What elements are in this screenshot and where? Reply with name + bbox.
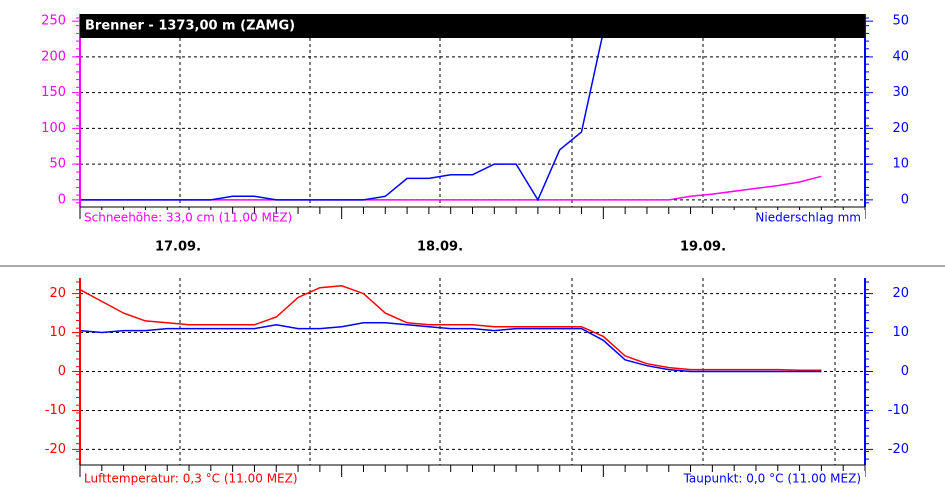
y2-tick-label: 30 [892, 85, 909, 100]
x-label: 18.09. [417, 240, 463, 255]
y-tick-label: 250 [41, 14, 66, 29]
y2-tick-label: 40 [892, 49, 909, 64]
y-tick-label: -10 [45, 403, 66, 418]
y2-tick-label: 50 [892, 14, 909, 29]
label-bg [81, 471, 231, 487]
y2-tick-label: 10 [892, 157, 909, 172]
plot-lines [80, 285, 822, 373]
series-line [80, 31, 605, 202]
label-bg [81, 210, 231, 226]
x-label: 17.09. [155, 240, 201, 255]
chart-title: Brenner - 1373,00 m (ZAMG) [85, 19, 295, 34]
y-tick-label: 100 [41, 121, 66, 136]
title-bar [80, 14, 865, 38]
y-tick-label: 150 [41, 85, 66, 100]
series-label: Schneehöhe: 33,0 cm (11.00 MEZ) [84, 211, 292, 225]
y-tick-label: -20 [45, 442, 66, 457]
y-tick-label: 0 [58, 192, 66, 207]
y-tick-label: 200 [41, 49, 66, 64]
label-bg [715, 210, 865, 226]
label-bg [715, 471, 865, 487]
series-label: Taupunkt: 0,0 °C (11.00 MEZ) [683, 472, 861, 486]
y2-tick-label: 10 [892, 325, 909, 340]
series-line [80, 322, 822, 373]
plot-lines [80, 31, 822, 202]
y2-tick-label: 20 [892, 286, 909, 301]
x-label: 19.09. [680, 240, 726, 255]
series-label: Niederschlag mm [755, 211, 861, 225]
y2-tick-label: -20 [888, 442, 909, 457]
y-tick-label: 20 [49, 286, 66, 301]
y2-tick-label: 20 [892, 121, 909, 136]
y2-tick-label: -10 [888, 403, 909, 418]
y-tick-label: 10 [49, 325, 66, 340]
series-label: Lufttemperatur: 0,3 °C (11.00 MEZ) [84, 472, 298, 486]
y-tick-label: 50 [49, 157, 66, 172]
y2-tick-label: 0 [901, 192, 909, 207]
y-tick-label: 0 [58, 364, 66, 379]
series-line [80, 285, 822, 372]
y2-tick-label: 0 [901, 364, 909, 379]
